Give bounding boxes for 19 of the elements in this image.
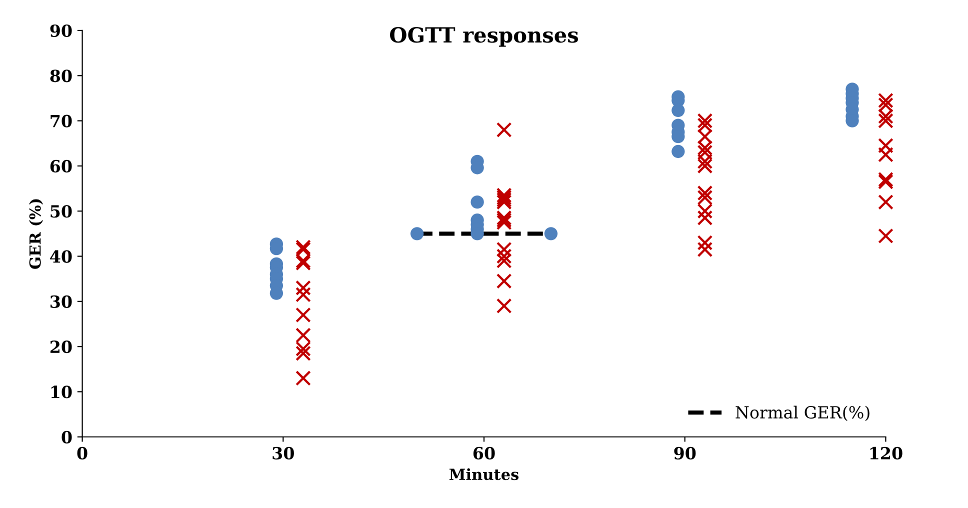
y-tick-label: 90 — [50, 24, 72, 38]
y-axis-title: GER (%) — [29, 199, 44, 269]
x-tick-label: 60 — [473, 446, 495, 460]
y-tick-label: 50 — [50, 205, 72, 218]
y-tick-label: 60 — [50, 160, 72, 173]
x-tick-label: 90 — [674, 446, 696, 460]
legend-label: Normal GER(%) — [736, 406, 870, 422]
y-tick-label: 20 — [50, 340, 72, 354]
x-tick-label: 0 — [77, 446, 88, 460]
y-tick-label: 70 — [50, 114, 72, 128]
x-tick-label: 30 — [272, 446, 294, 460]
y-tick-label: 10 — [51, 386, 72, 398]
x-axis-title: Minutes — [449, 468, 519, 480]
y-tick-label: 80 — [50, 70, 72, 82]
x-tick-label: 120 — [870, 446, 902, 460]
chart-title: OGTT responses — [390, 27, 578, 47]
y-tick-label: 40 — [50, 250, 72, 263]
y-tick-label: 0 — [62, 430, 72, 444]
y-tick-label: 30 — [50, 295, 72, 308]
